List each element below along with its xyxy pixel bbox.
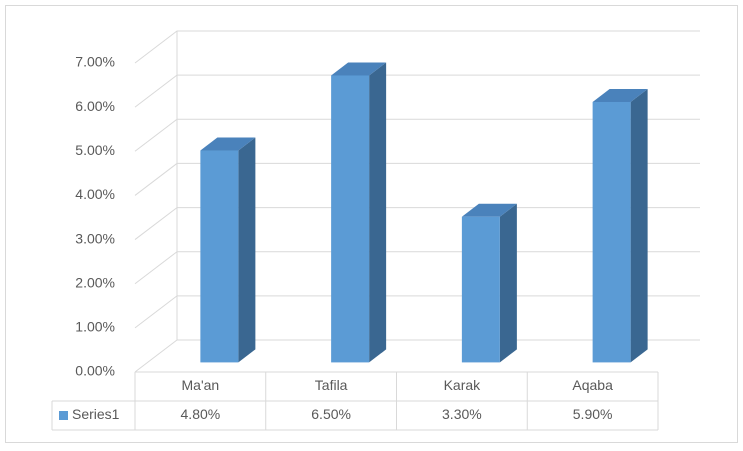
y-tick-label: 5.00% xyxy=(75,142,115,158)
bar xyxy=(331,75,370,363)
legend-swatch xyxy=(59,411,68,420)
data-label: 3.30% xyxy=(442,406,482,422)
data-label: 4.80% xyxy=(181,406,221,422)
bar xyxy=(461,216,500,363)
bar-top xyxy=(592,88,648,102)
x-tick-label: Ma'an xyxy=(182,377,220,393)
bar-top xyxy=(461,203,517,217)
x-tick-label: Karak xyxy=(444,377,482,393)
y-tick-label: 4.00% xyxy=(75,186,115,202)
data-label: 5.90% xyxy=(573,406,613,422)
bar xyxy=(200,150,239,363)
y-tick-label: 1.00% xyxy=(75,319,115,335)
bar-side xyxy=(630,88,648,363)
y-tick-label: 6.00% xyxy=(75,98,115,114)
bar-side xyxy=(369,62,387,363)
y-tick-label: 0.00% xyxy=(75,363,115,379)
legend-label: Series1 xyxy=(72,406,120,422)
data-label: 6.50% xyxy=(311,406,351,422)
x-tick-label: Aqaba xyxy=(572,377,613,393)
bar-side xyxy=(238,137,256,363)
y-tick-label: 3.00% xyxy=(75,230,115,246)
y-tick-label: 7.00% xyxy=(75,54,115,70)
x-tick-label: Tafila xyxy=(315,377,348,393)
bar-side xyxy=(499,203,517,363)
bar xyxy=(592,101,631,363)
y-tick-label: 2.00% xyxy=(75,274,115,290)
bar-top xyxy=(200,137,256,151)
bar-top xyxy=(331,62,387,76)
